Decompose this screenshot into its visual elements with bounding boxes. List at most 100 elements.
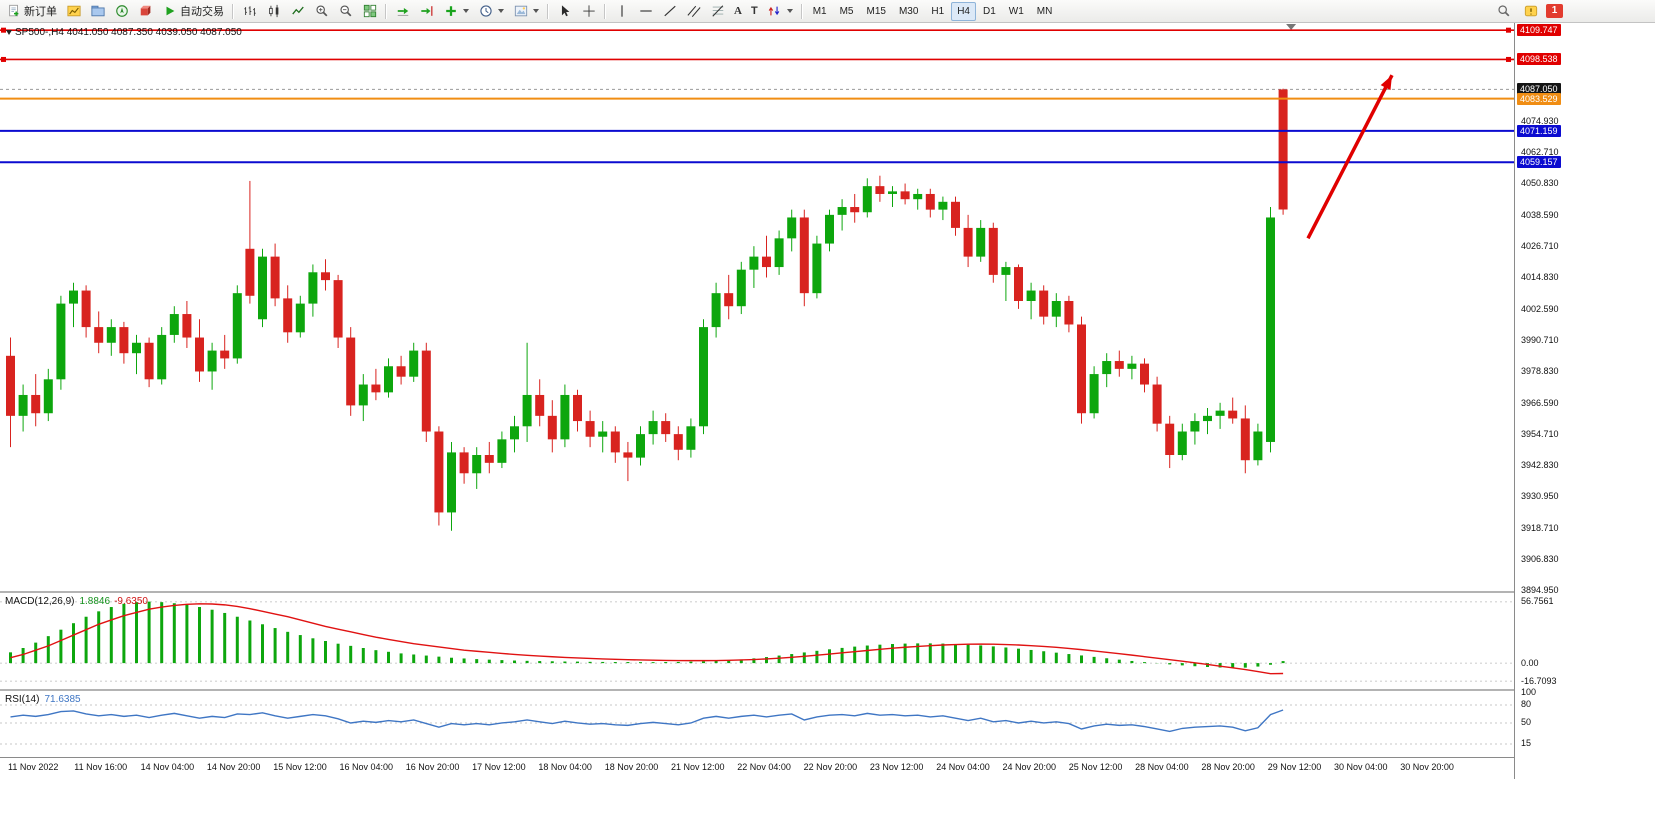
candle-body xyxy=(560,394,570,440)
candle-body xyxy=(774,238,784,268)
horizontal-line-tool-button[interactable] xyxy=(634,2,657,21)
timeframe-m30-button[interactable]: M30 xyxy=(893,2,924,21)
price-axis-label: 3978.830 xyxy=(1521,366,1559,377)
new-chart-button[interactable] xyxy=(62,2,85,21)
rsi-pane[interactable] xyxy=(0,691,1514,757)
time-axis-label: 16 Nov 04:00 xyxy=(339,762,394,772)
line-chart-button[interactable] xyxy=(286,2,309,21)
timeframe-m1-button[interactable]: M1 xyxy=(807,2,833,21)
timeframe-d1-button[interactable]: D1 xyxy=(977,2,1002,21)
candle-body xyxy=(1228,410,1238,419)
candle-body xyxy=(1152,384,1162,424)
arrows-tool-button[interactable] xyxy=(763,2,797,21)
line-handle[interactable] xyxy=(1506,27,1511,33)
candle-body xyxy=(484,455,494,463)
indicators-button[interactable] xyxy=(439,2,473,21)
candle-body xyxy=(245,248,255,296)
timeframe-h4-button[interactable]: H4 xyxy=(951,1,976,21)
symbol-dropdown-icon[interactable] xyxy=(6,30,12,35)
timeframe-m5-button[interactable]: M5 xyxy=(834,2,860,21)
pane-separator[interactable] xyxy=(0,689,1514,691)
candle-body xyxy=(371,384,381,393)
price-axis-label: 4038.590 xyxy=(1521,210,1559,221)
candle-body xyxy=(232,293,242,359)
candle-body xyxy=(459,452,469,474)
algo-cube-button[interactable] xyxy=(134,2,157,21)
candle-body xyxy=(610,431,620,453)
timeframe-m15-button[interactable]: M15 xyxy=(861,2,892,21)
time-axis-label: 22 Nov 04:00 xyxy=(737,762,791,772)
candle-body xyxy=(321,272,330,281)
trend-arrow-head[interactable] xyxy=(1380,75,1392,91)
text-label-tool-button[interactable]: T xyxy=(747,2,762,21)
main-price-pane[interactable] xyxy=(0,23,1514,591)
price-axis-label: 4050.830 xyxy=(1521,178,1559,189)
notification-badge[interactable]: 1 xyxy=(1546,4,1563,18)
text-tool-button[interactable]: A xyxy=(730,2,746,21)
candle-body xyxy=(711,293,721,328)
candle-body xyxy=(762,256,771,268)
alerts-button[interactable] xyxy=(1519,2,1542,21)
trend-arrow-object[interactable] xyxy=(1306,74,1394,240)
macd-pane[interactable] xyxy=(0,593,1514,689)
chart-shift-icon xyxy=(419,4,434,19)
chart-shift-button[interactable] xyxy=(415,2,438,21)
timeframe-w1-button[interactable]: W1 xyxy=(1003,2,1030,21)
trendline-icon xyxy=(662,4,677,19)
macd-signal-line xyxy=(10,603,1284,675)
trendline-tool-button[interactable] xyxy=(658,2,681,21)
profiles-button[interactable] xyxy=(86,2,109,21)
candle-body xyxy=(787,217,797,239)
candle-body xyxy=(384,366,393,393)
time-axis-label: 16 Nov 20:00 xyxy=(405,762,460,772)
pane-separator[interactable] xyxy=(0,591,1514,593)
chart-shift-marker[interactable] xyxy=(1286,24,1297,30)
fibonacci-tool-button[interactable] xyxy=(706,2,729,21)
templates-button[interactable] xyxy=(509,2,543,21)
candle-body xyxy=(144,342,154,380)
tile-windows-button[interactable] xyxy=(358,2,381,21)
autotrading-button[interactable]: 自动交易 xyxy=(158,2,228,21)
candle-body xyxy=(623,452,633,458)
timeframe-mn-button[interactable]: MN xyxy=(1031,2,1059,21)
zoom-out-button[interactable] xyxy=(334,2,357,21)
candle-body xyxy=(69,290,78,304)
candle-body xyxy=(497,439,507,463)
bar-chart-button[interactable] xyxy=(238,2,261,21)
text-tool-icon: A xyxy=(734,5,742,17)
macd-axis-label: 0.00 xyxy=(1521,657,1539,668)
cursor-button[interactable] xyxy=(553,2,576,21)
search-button[interactable] xyxy=(1492,2,1515,21)
navigator-button[interactable] xyxy=(110,2,133,21)
new-order-label: 新订单 xyxy=(24,6,57,18)
candle-body xyxy=(472,455,482,474)
line-handle[interactable] xyxy=(1,27,6,33)
price-axis[interactable]: 4074.930 4062.710 4050.830 4038.590 4026.710… xyxy=(1514,23,1655,779)
price-axis-label: 3942.830 xyxy=(1521,460,1559,471)
text-label-icon: T xyxy=(750,5,758,17)
zoom-in-button[interactable] xyxy=(310,2,333,21)
channel-tool-button[interactable] xyxy=(682,2,705,21)
candle-body xyxy=(409,350,419,377)
vertical-line-tool-button[interactable] xyxy=(610,2,633,21)
candle-body xyxy=(825,214,834,244)
timeframe-h1-button[interactable]: H1 xyxy=(925,2,950,21)
crosshair-button[interactable] xyxy=(577,2,600,21)
rsi-axis-label: 50 xyxy=(1521,717,1532,728)
price-axis-label: 4062.710 xyxy=(1521,147,1559,158)
candle-body xyxy=(434,431,444,513)
line-handle[interactable] xyxy=(1506,56,1511,62)
candle-body xyxy=(724,293,734,307)
candle-body xyxy=(18,394,28,416)
auto-scroll-button[interactable] xyxy=(391,2,414,21)
candle-body xyxy=(1026,290,1036,301)
new-order-button[interactable]: 新订单 xyxy=(2,2,61,21)
line-handle[interactable] xyxy=(1,56,6,62)
price-tag-label: 4098.538 xyxy=(1517,53,1561,66)
toolbar-separator xyxy=(604,3,606,19)
candle-body xyxy=(1140,363,1149,385)
time-axis[interactable]: 11 Nov 2022 11 Nov 16:00 14 Nov 04:00 14 No… xyxy=(0,757,1514,780)
candlestick-chart-button[interactable] xyxy=(262,2,285,21)
periods-button[interactable] xyxy=(474,2,508,21)
candle-body xyxy=(1190,421,1200,432)
